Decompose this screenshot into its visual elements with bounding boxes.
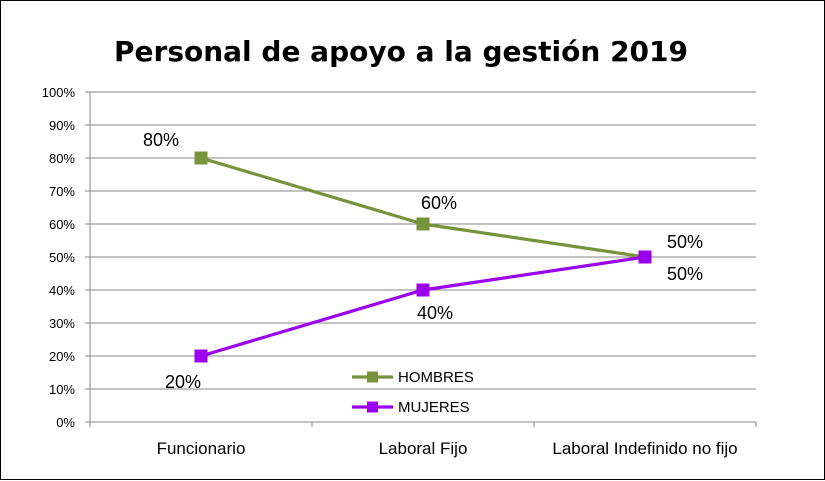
- y-axis-ticks: 0% 10% 20% 30% 40% 50% 60% 70% 80% 90% 100%: [42, 85, 76, 430]
- data-label: 40%: [417, 303, 453, 323]
- series-hombres: 80% 60% 50%: [143, 130, 703, 264]
- y-tick-label: 60%: [49, 217, 75, 232]
- x-tick-label: Laboral Indefinido no fijo: [552, 439, 737, 458]
- chart-title: Personal de apoyo a la gestión 2019: [114, 35, 688, 68]
- y-tick-label: 80%: [49, 151, 75, 166]
- y-tick-label: 90%: [49, 118, 75, 133]
- data-label: 60%: [421, 193, 457, 213]
- y-tick-label: 10%: [49, 382, 75, 397]
- data-point: [194, 349, 208, 363]
- axes: [89, 92, 757, 427]
- legend-label: HOMBRES: [398, 369, 474, 386]
- series-mujeres: 20% 40% 50%: [165, 250, 703, 392]
- data-label: 80%: [143, 130, 179, 150]
- legend: HOMBRES MUJERES: [352, 369, 474, 416]
- legend-marker: [367, 401, 378, 413]
- legend-item-mujeres: MUJERES: [352, 399, 470, 416]
- x-axis-ticks: Funcionario Laboral Fijo Laboral Indefinid…: [157, 439, 738, 458]
- data-label: 50%: [667, 232, 703, 252]
- x-tick-label: Laboral Fijo: [379, 439, 468, 458]
- legend-label: MUJERES: [398, 399, 470, 416]
- x-tick-label: Funcionario: [157, 439, 246, 458]
- data-label: 20%: [165, 372, 201, 392]
- y-tick-label: 100%: [42, 85, 76, 100]
- y-tick-label: 30%: [49, 316, 75, 331]
- data-point: [416, 283, 430, 297]
- series-group: 80% 60% 50% 20% 40% 50%: [143, 130, 703, 392]
- legend-item-hombres: HOMBRES: [352, 369, 474, 386]
- data-point: [638, 250, 652, 264]
- data-point: [416, 217, 430, 231]
- y-tick-label: 40%: [49, 283, 75, 298]
- y-tick-label: 50%: [49, 250, 75, 265]
- data-point: [194, 151, 208, 165]
- y-tick-label: 70%: [49, 184, 75, 199]
- y-tick-label: 0%: [56, 415, 75, 430]
- data-label: 50%: [667, 264, 703, 284]
- y-tick-label: 20%: [49, 349, 75, 364]
- legend-marker: [367, 371, 378, 383]
